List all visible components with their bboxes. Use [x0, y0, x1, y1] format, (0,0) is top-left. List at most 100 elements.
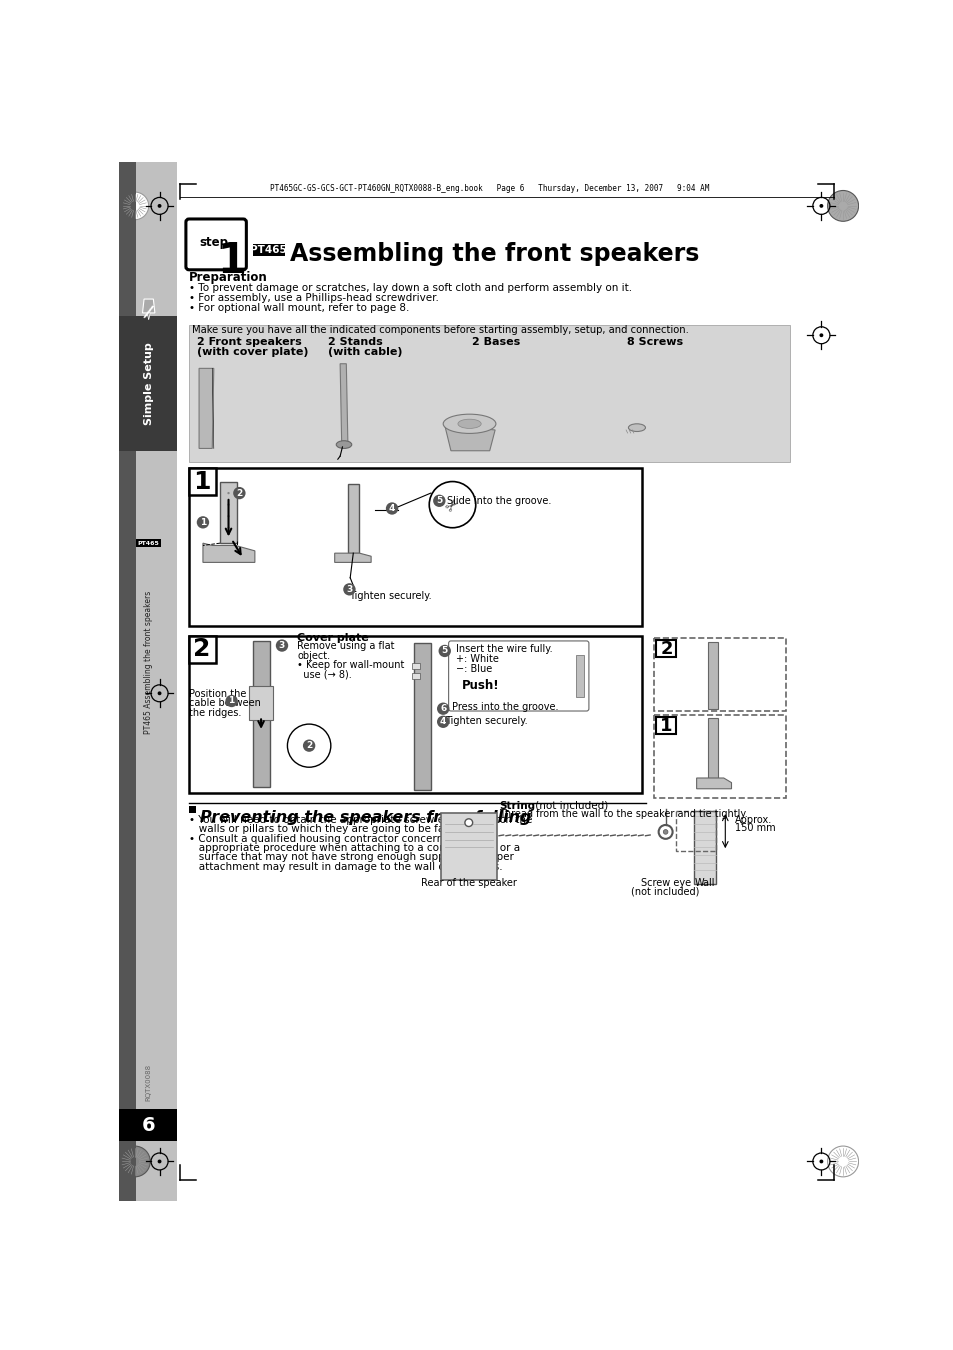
Circle shape — [827, 190, 858, 221]
Text: Slide into the groove.: Slide into the groove. — [447, 495, 551, 506]
Bar — [253, 641, 270, 787]
Circle shape — [385, 502, 397, 514]
Polygon shape — [340, 363, 348, 443]
Text: 1: 1 — [193, 470, 211, 494]
Circle shape — [227, 491, 230, 494]
Text: Simple Setup: Simple Setup — [144, 343, 153, 425]
Text: Approx.: Approx. — [735, 814, 772, 825]
Text: Preventing the speakers from falling: Preventing the speakers from falling — [199, 810, 531, 825]
Circle shape — [196, 516, 209, 528]
Bar — [119, 162, 136, 1202]
Text: (with cover plate): (with cover plate) — [196, 347, 308, 358]
Bar — [412, 672, 419, 679]
FancyBboxPatch shape — [448, 641, 588, 711]
Bar — [348, 483, 358, 554]
Bar — [189, 806, 195, 814]
Bar — [136, 539, 161, 547]
Text: 5: 5 — [436, 497, 442, 505]
Text: String: String — [498, 801, 535, 811]
Circle shape — [225, 695, 237, 707]
Text: 3: 3 — [346, 585, 353, 594]
Text: 2 Stands: 2 Stands — [328, 338, 383, 347]
Bar — [189, 325, 789, 462]
Text: • Keep for wall-mount: • Keep for wall-mount — [297, 660, 404, 670]
Text: 5: 5 — [441, 647, 447, 656]
Text: ✂: ✂ — [441, 493, 463, 516]
Circle shape — [157, 691, 161, 695]
Polygon shape — [707, 718, 717, 778]
Text: 8 Screws: 8 Screws — [626, 338, 682, 347]
Text: Make sure you have all the indicated components before starting assembly, setup,: Make sure you have all the indicated com… — [192, 325, 688, 335]
Ellipse shape — [457, 420, 480, 428]
Text: 4: 4 — [439, 717, 446, 726]
Text: 2 Bases: 2 Bases — [472, 338, 519, 347]
Text: Remove using a flat: Remove using a flat — [297, 641, 395, 652]
Text: (with cable): (with cable) — [328, 347, 402, 358]
Circle shape — [438, 645, 451, 657]
Text: Assembling the front speakers: Assembling the front speakers — [290, 243, 699, 266]
Circle shape — [227, 504, 230, 506]
Text: surface that may not have strong enough support. Improper: surface that may not have strong enough … — [189, 852, 514, 863]
Polygon shape — [142, 300, 154, 313]
Bar — [654, 637, 785, 711]
Bar — [412, 663, 419, 670]
Bar — [249, 686, 274, 721]
Text: 1: 1 — [217, 239, 246, 282]
Bar — [119, 162, 177, 1202]
Text: step: step — [199, 236, 229, 248]
Text: • For optional wall mount, refer to page 8.: • For optional wall mount, refer to page… — [189, 304, 409, 313]
Circle shape — [662, 830, 667, 834]
Text: (not included): (not included) — [531, 801, 607, 811]
Text: Wall: Wall — [694, 878, 715, 888]
Text: • You will need to obtain the appropriate screw eyes to match the: • You will need to obtain the appropriat… — [189, 814, 532, 825]
Circle shape — [343, 583, 355, 595]
Text: Preparation: Preparation — [189, 271, 268, 285]
Text: 1: 1 — [229, 697, 234, 706]
Text: /: / — [142, 302, 154, 321]
Circle shape — [275, 640, 288, 652]
Text: the ridges.: the ridges. — [189, 707, 241, 718]
Bar — [654, 716, 785, 798]
Text: attachment may result in damage to the wall or speakers.: attachment may result in damage to the w… — [189, 861, 502, 872]
Bar — [220, 482, 236, 543]
Circle shape — [436, 716, 449, 728]
Text: 2 Front speakers: 2 Front speakers — [196, 338, 301, 347]
Text: 2: 2 — [306, 741, 312, 751]
Bar — [656, 640, 676, 657]
Text: 1: 1 — [659, 717, 672, 734]
Polygon shape — [203, 543, 254, 563]
Bar — [675, 811, 716, 850]
Text: Press into the groove.: Press into the groove. — [452, 702, 558, 713]
Text: Screw eye: Screw eye — [639, 878, 690, 888]
Ellipse shape — [335, 440, 352, 448]
Polygon shape — [444, 425, 495, 451]
Text: +: White: +: White — [456, 655, 498, 664]
Text: (not included): (not included) — [631, 886, 700, 896]
Polygon shape — [335, 554, 371, 563]
Text: 2: 2 — [659, 640, 672, 657]
Text: 4: 4 — [389, 504, 395, 513]
Text: appropriate procedure when attaching to a concrete wall or a: appropriate procedure when attaching to … — [189, 844, 519, 853]
Circle shape — [233, 487, 245, 500]
Bar — [189, 636, 216, 663]
Text: PT465GC-GS-GCS-GCT-PT460GN_RQTX0088-B_eng.book   Page 6   Thursday, December 13,: PT465GC-GS-GCS-GCT-PT460GN_RQTX0088-B_en… — [270, 184, 709, 193]
Circle shape — [227, 526, 230, 529]
Circle shape — [819, 333, 822, 338]
Bar — [189, 636, 641, 794]
Text: object.: object. — [297, 651, 331, 660]
Ellipse shape — [628, 424, 645, 432]
Circle shape — [433, 494, 445, 508]
Bar — [119, 316, 177, 451]
Text: Rear of the speaker: Rear of the speaker — [420, 878, 517, 888]
Text: PT465 Assembling the front speakers: PT465 Assembling the front speakers — [144, 591, 153, 734]
Bar — [414, 643, 431, 790]
Bar — [189, 468, 641, 626]
Circle shape — [157, 204, 161, 208]
Text: Cover plate: Cover plate — [297, 633, 369, 643]
Circle shape — [287, 724, 331, 767]
Text: 6: 6 — [439, 705, 446, 713]
Polygon shape — [696, 778, 731, 788]
Bar — [694, 811, 716, 884]
Text: Position the: Position the — [189, 688, 246, 699]
Text: 3: 3 — [278, 641, 285, 651]
